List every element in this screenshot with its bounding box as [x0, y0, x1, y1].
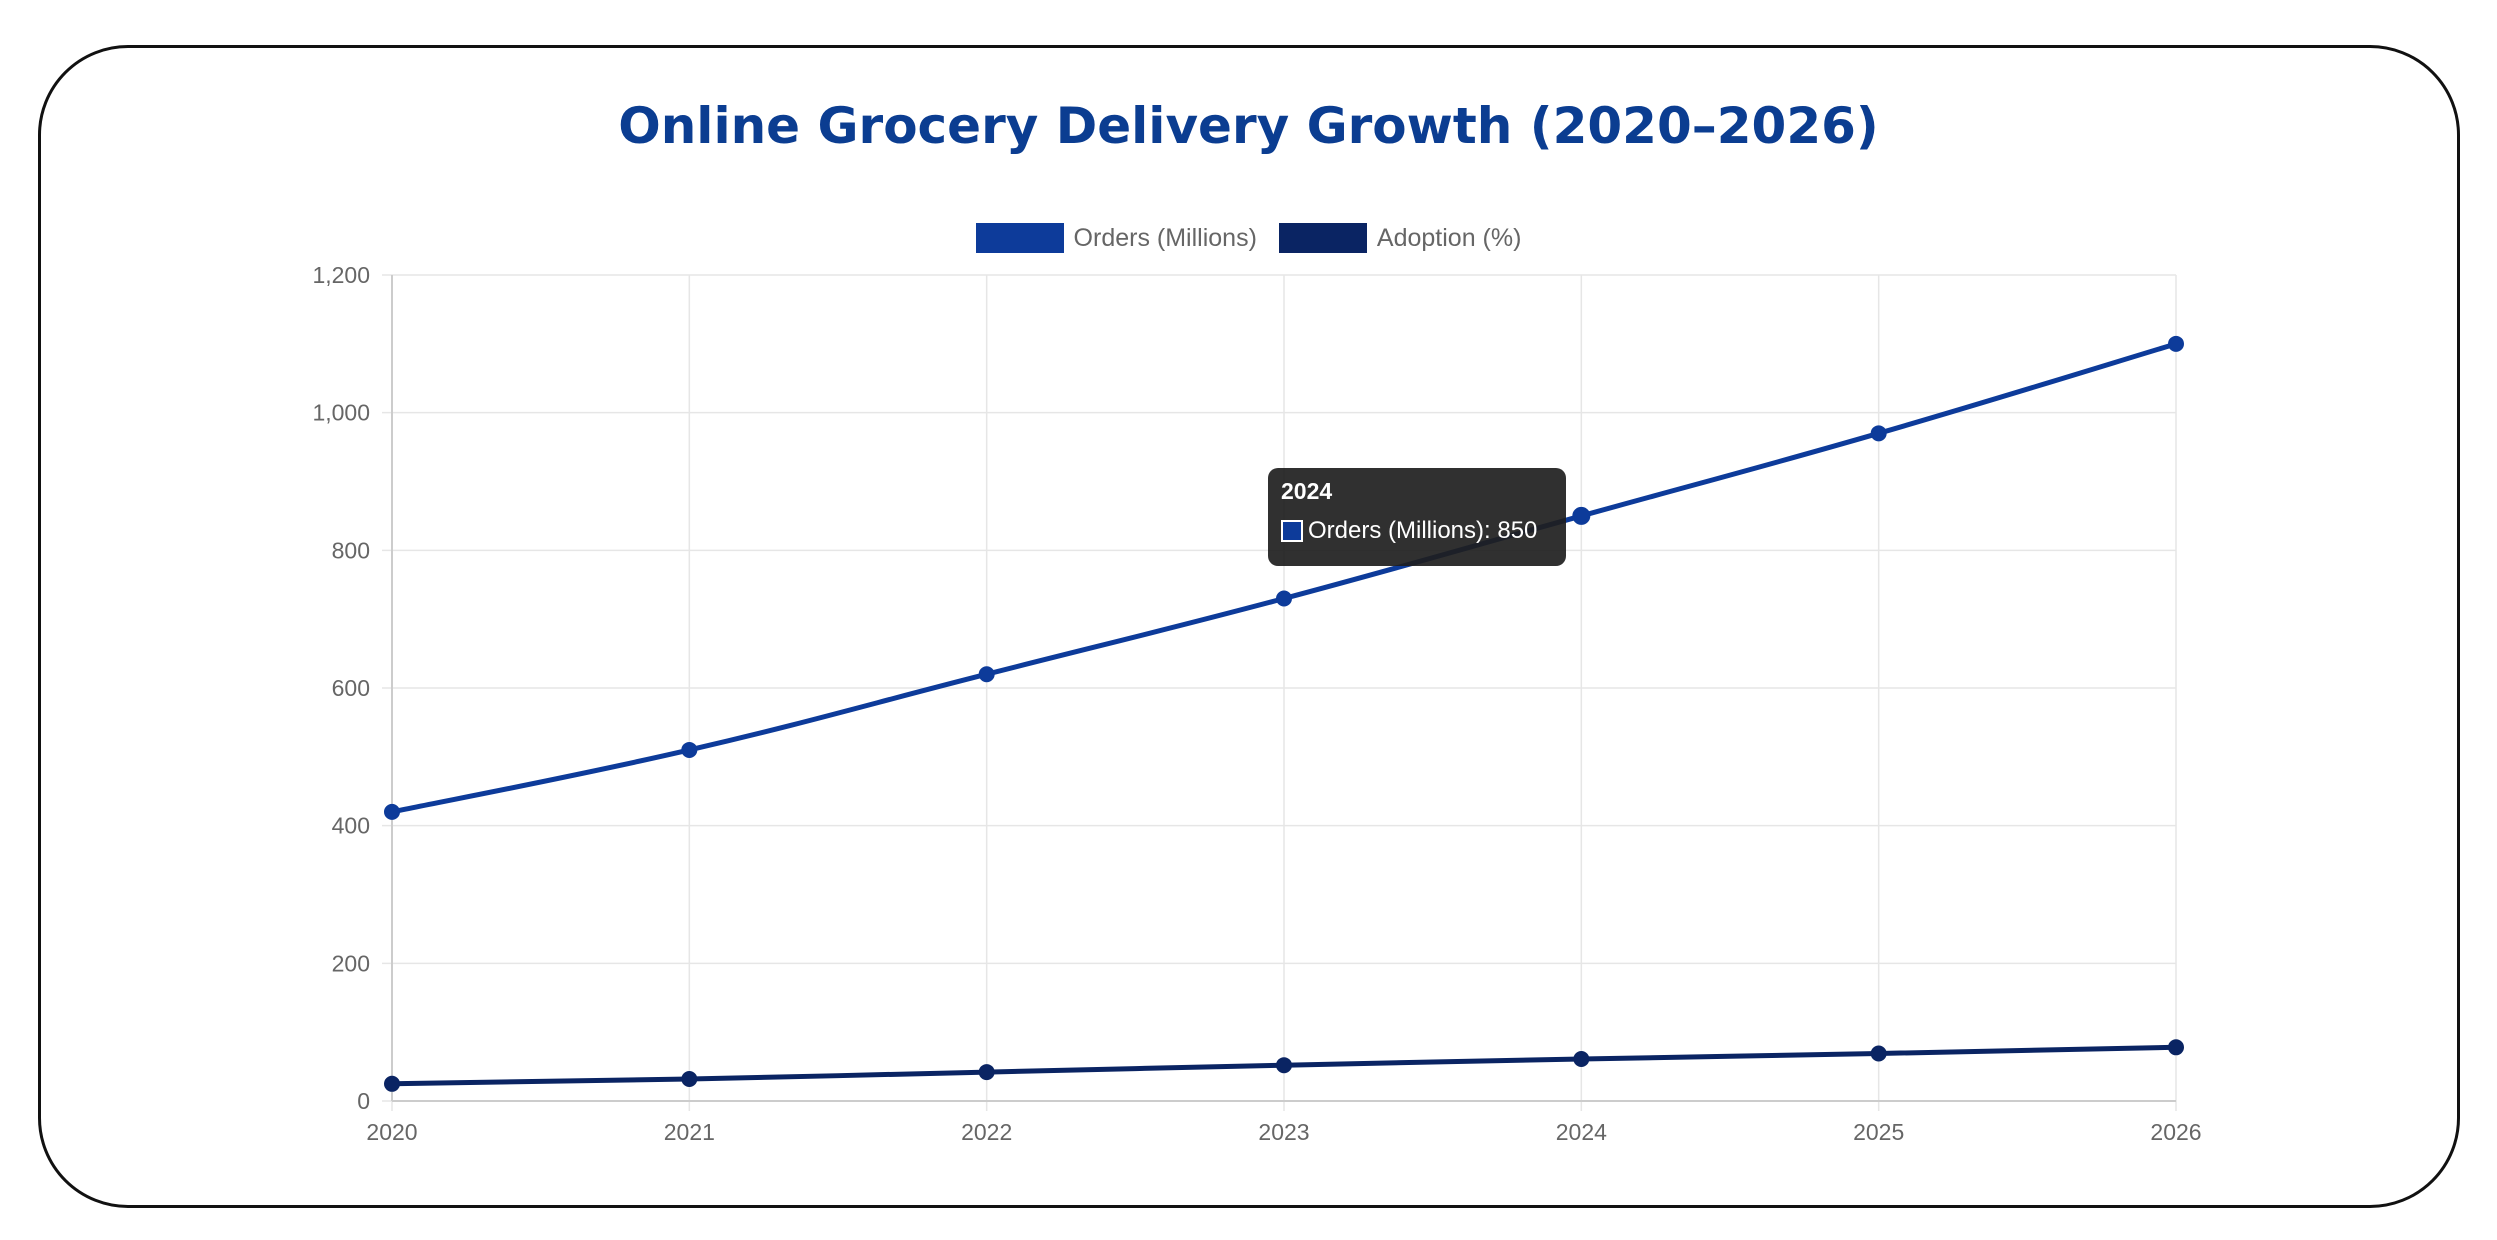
chart-legend: Orders (Millions) Adoption (%) — [0, 223, 2497, 253]
tooltip-title: 2024 — [1281, 478, 1333, 504]
data-point-orders-millions — [681, 741, 698, 758]
x-tick-label: 2025 — [1853, 1119, 1904, 1145]
chart-tooltip: 2024 Orders (Millions): 850 — [1268, 468, 1566, 566]
tooltip-body: Orders (Millions): 850 — [1281, 517, 1553, 545]
data-point-adoption — [2168, 1039, 2184, 1056]
legend-label-adoption: Adoption (%) — [1376, 223, 1522, 252]
x-tick-label: 2026 — [2150, 1119, 2201, 1145]
y-tick-label: 800 — [332, 537, 370, 563]
data-point-adoption — [384, 1075, 400, 1092]
tooltip-swatch — [1281, 520, 1303, 542]
y-tick-label: 400 — [332, 813, 370, 839]
y-tick-label: 1,200 — [312, 262, 370, 288]
x-tick-label: 2022 — [961, 1119, 1012, 1145]
y-tick-label: 600 — [332, 675, 370, 701]
data-point-adoption — [681, 1070, 698, 1087]
data-point-orders-millions — [978, 666, 995, 683]
data-point-adoption — [1573, 1051, 1590, 1068]
x-tick-label: 2020 — [366, 1119, 417, 1145]
legend-swatch-orders — [975, 223, 1064, 253]
data-point-orders-millions — [1572, 506, 1591, 525]
data-point-orders-millions — [1870, 425, 1887, 442]
data-point-orders-millions — [1276, 590, 1292, 607]
x-tick-label: 2024 — [1556, 1119, 1607, 1145]
legend-item-adoption[interactable]: Adoption (%) — [1278, 223, 1522, 253]
data-point-adoption — [978, 1064, 995, 1081]
chart-title: Online Grocery Delivery Growth (2020–202… — [618, 97, 1879, 155]
tooltip-label: Orders (Millions): 850 — [1308, 517, 1538, 544]
legend-label-orders: Orders (Millions) — [1073, 223, 1257, 252]
y-tick-label: 1,000 — [312, 400, 370, 426]
x-tick-label: 2023 — [1258, 1119, 1309, 1145]
y-tick-label: 0 — [357, 1088, 370, 1114]
chart-card — [38, 45, 2460, 1208]
legend-swatch-adoption — [1278, 223, 1367, 253]
data-point-adoption — [1870, 1045, 1887, 1062]
data-point-orders-millions — [384, 803, 400, 820]
data-point-orders-millions — [2168, 335, 2184, 352]
y-tick-label: 200 — [332, 950, 370, 976]
data-point-adoption — [1276, 1057, 1292, 1074]
legend-item-orders[interactable]: Orders (Millions) — [975, 223, 1257, 253]
x-tick-label: 2021 — [664, 1119, 715, 1145]
